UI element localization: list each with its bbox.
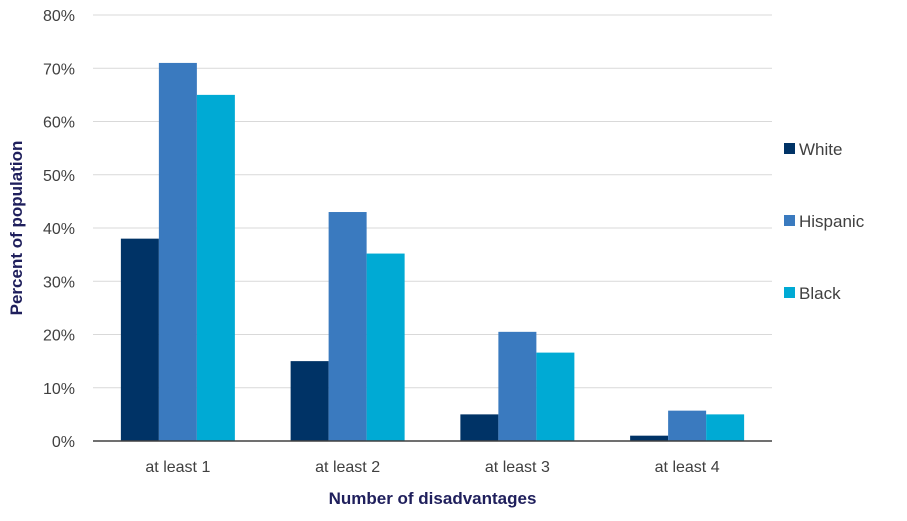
y-tick-label: 50%	[43, 168, 75, 185]
y-tick-label: 40%	[43, 221, 75, 238]
bar-hispanic-1	[158, 62, 197, 442]
y-axis-ticks: 0% 10% 20% 30% 40% 50% 60% 70% 80%	[43, 8, 75, 451]
x-tick-label: at least 2	[315, 459, 380, 476]
bar-white-2	[290, 361, 329, 441]
x-tick-label: at least 4	[655, 459, 720, 476]
bar-white-4	[630, 435, 669, 441]
legend-label-black: Black	[799, 284, 841, 303]
bar-black-1	[196, 94, 235, 441]
bar-white-1	[120, 238, 159, 441]
y-tick-label: 30%	[43, 274, 75, 291]
legend-swatch-white	[784, 143, 795, 154]
y-tick-label: 20%	[43, 328, 75, 345]
bar-black-2	[366, 253, 405, 441]
legend: White Hispanic Black	[784, 140, 865, 303]
x-tick-label: at least 1	[145, 459, 210, 476]
y-axis-title: Percent of population	[7, 141, 26, 316]
x-tick-label: at least 3	[485, 459, 550, 476]
x-axis-title: Number of disadvantages	[329, 489, 537, 508]
bar-hispanic-3	[498, 331, 537, 441]
bars	[120, 62, 745, 442]
y-tick-label: 80%	[43, 8, 75, 25]
bar-black-4	[706, 414, 745, 441]
legend-label-white: White	[799, 140, 842, 159]
bar-white-3	[460, 414, 499, 441]
bar-black-3	[536, 352, 575, 441]
y-tick-label: 70%	[43, 61, 75, 78]
y-tick-label: 0%	[52, 434, 75, 451]
y-tick-label: 10%	[43, 381, 75, 398]
legend-label-hispanic: Hispanic	[799, 212, 865, 231]
legend-swatch-black	[784, 287, 795, 298]
bar-hispanic-4	[668, 410, 707, 441]
legend-swatch-hispanic	[784, 215, 795, 226]
y-tick-label: 60%	[43, 115, 75, 132]
x-axis-ticks: at least 1 at least 2 at least 3 at least 4	[145, 459, 719, 476]
bar-hispanic-2	[328, 212, 367, 441]
